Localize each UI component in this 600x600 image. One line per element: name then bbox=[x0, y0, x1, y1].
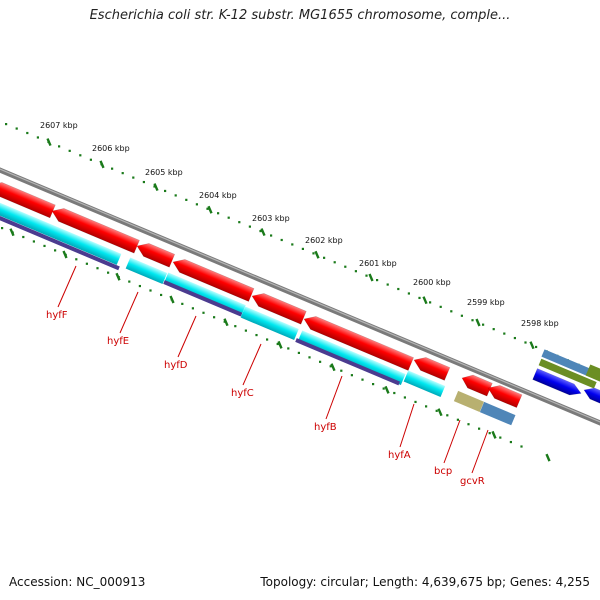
ruler-tick bbox=[475, 318, 481, 327]
footer-topology: Topology: circular; Length: 4,639,675 bp… bbox=[260, 575, 590, 589]
ruler-tick bbox=[422, 296, 428, 305]
cds-arrow bbox=[136, 243, 176, 268]
outer-tick bbox=[277, 340, 283, 349]
gene-block bbox=[125, 257, 168, 285]
feature-bar bbox=[541, 349, 591, 377]
gene-leader-line bbox=[443, 419, 461, 464]
outer-tick bbox=[223, 318, 229, 327]
gene-label-hyfC: hyfC bbox=[231, 388, 254, 399]
ruler-tick bbox=[368, 273, 374, 282]
gene-label-hyfE: hyfE bbox=[107, 336, 129, 347]
ruler-tick-label: 2606 kbp bbox=[92, 144, 130, 153]
outer-tick bbox=[545, 453, 551, 462]
blue-arrow bbox=[532, 368, 582, 396]
bcp-block bbox=[453, 390, 484, 412]
feature-track bbox=[0, 212, 400, 386]
ruler-tick bbox=[529, 341, 535, 350]
gene-block bbox=[0, 199, 122, 265]
gene-leader-line bbox=[57, 265, 77, 308]
feature-bar bbox=[0, 212, 120, 271]
outer-tick bbox=[384, 385, 390, 394]
gene-leader-line bbox=[242, 343, 262, 386]
ruler-tick-label: 2600 kbp bbox=[413, 278, 451, 287]
ruler-tick bbox=[314, 250, 320, 259]
ruler-tick-label: 2603 kbp bbox=[252, 214, 290, 223]
footer-accession: Accession: NC_000913 bbox=[9, 575, 146, 589]
outer-tick bbox=[491, 430, 497, 439]
cds-arrow bbox=[0, 182, 56, 219]
ruler-dotted-arc bbox=[5, 123, 600, 375]
ruler-tick bbox=[46, 138, 52, 147]
feature-bar bbox=[538, 358, 597, 389]
map-title: Escherichia coli str. K-12 substr. MG165… bbox=[89, 8, 511, 23]
cds-arrow bbox=[303, 316, 415, 371]
feature-bar bbox=[295, 338, 400, 386]
cds-arrow bbox=[461, 374, 493, 397]
ruler-tick-label: 2598 kbp bbox=[521, 319, 559, 328]
cds-arrow bbox=[251, 293, 307, 325]
gene-block bbox=[240, 306, 299, 341]
gene-block bbox=[403, 370, 446, 398]
outer-tick bbox=[330, 363, 336, 372]
cds-arrow bbox=[413, 357, 451, 381]
ruler-tick-label: 2602 kbp bbox=[305, 236, 343, 245]
gene-label-bcp: bcp bbox=[434, 466, 452, 477]
cds-arrow bbox=[172, 259, 255, 302]
cds-track bbox=[0, 182, 523, 409]
feature-bar bbox=[163, 280, 243, 317]
cds-arrow bbox=[51, 208, 140, 254]
right-features bbox=[453, 349, 600, 426]
feature-bar bbox=[585, 364, 600, 384]
outer-dotted-arc bbox=[1, 227, 551, 462]
cds-arrow bbox=[487, 385, 523, 409]
gene-label-hyfF: hyfF bbox=[46, 310, 68, 321]
gene-label-hyfD: hyfD bbox=[164, 360, 188, 371]
outer-tick bbox=[437, 408, 443, 417]
gene-label-gcvR: gcvR bbox=[460, 476, 485, 487]
ruler-tick bbox=[207, 205, 213, 214]
outer-tick bbox=[115, 272, 121, 281]
ruler-tick-label: 2604 kbp bbox=[199, 191, 237, 200]
ruler-tick bbox=[260, 228, 266, 237]
ruler-tick-labels: 2607 kbp 2606 kbp 2605 kbp 2604 kbp 2603 kbp… bbox=[40, 121, 559, 328]
blue-arrow bbox=[583, 387, 600, 408]
gene-block bbox=[163, 272, 246, 317]
gene-track bbox=[0, 199, 446, 398]
ruler-tick bbox=[99, 160, 105, 169]
outer-tick bbox=[9, 228, 15, 237]
gcvR-block bbox=[479, 401, 516, 426]
ruler-tick-label: 2605 kbp bbox=[145, 168, 183, 177]
ruler-ticks bbox=[46, 138, 535, 350]
gene-leader-line bbox=[399, 403, 415, 448]
ruler-tick-label: 2607 kbp bbox=[40, 121, 78, 130]
ruler-tick-label: 2599 kbp bbox=[467, 298, 505, 307]
gene-leader-line bbox=[119, 291, 139, 334]
gene-block bbox=[297, 330, 406, 386]
gene-leader-line bbox=[325, 375, 343, 420]
backbone-line-highlight bbox=[0, 168, 600, 423]
ruler-tick-label: 2601 kbp bbox=[359, 259, 397, 268]
ruler-tick bbox=[153, 183, 159, 192]
gene-label-hyfA: hyfA bbox=[388, 450, 411, 461]
gene-leader-line bbox=[471, 429, 489, 474]
outer-tick bbox=[62, 250, 68, 259]
outer-tick bbox=[169, 295, 175, 304]
gene-label-hyfB: hyfB bbox=[314, 422, 337, 433]
backbone-line bbox=[0, 167, 600, 426]
gene-leader-line bbox=[177, 315, 197, 358]
